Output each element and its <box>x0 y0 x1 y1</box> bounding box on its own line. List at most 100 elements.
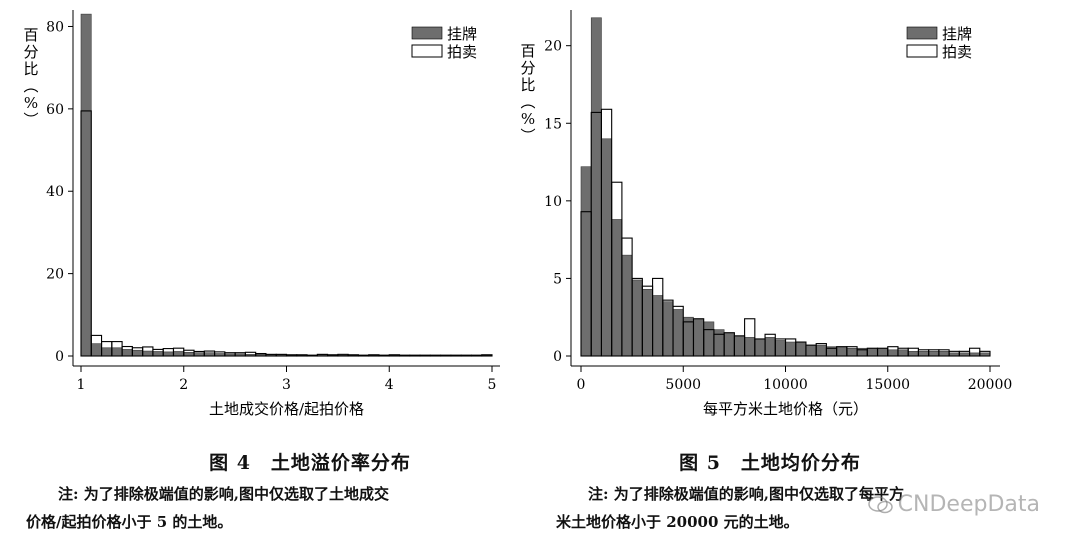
bar-guapai <box>713 329 725 357</box>
bar-guapai <box>611 219 623 357</box>
legend-swatch-guapai <box>411 26 443 40</box>
bar-paimai <box>979 350 991 357</box>
legend-label-paimai: 拍卖 <box>942 43 972 61</box>
x-tick-label: 15000 <box>865 377 910 393</box>
bar-guapai <box>580 166 592 357</box>
bar-guapai <box>590 17 602 357</box>
x-axis-label: 每平方米土地价格（元） <box>703 400 868 418</box>
bar-guapai <box>693 318 704 357</box>
legend-swatch-paimai <box>906 44 938 58</box>
bar-guapai <box>928 351 940 357</box>
bar-paimai <box>409 354 421 357</box>
bar-guapai <box>836 346 848 357</box>
bar-guapai <box>90 343 102 357</box>
bar-guapai <box>866 347 878 357</box>
x-tick-label: 1 <box>77 377 86 393</box>
bar-guapai <box>121 349 133 357</box>
x-tick-label: 5 <box>488 377 497 393</box>
x-tick-label: 20000 <box>968 377 1013 393</box>
bar-paimai <box>744 318 756 357</box>
chart-land-unit-price-distribution: 0 5 10 15 20 0 5000 10000 15000 20000 每平方米土地价格（元） 百… <box>520 10 1012 418</box>
bar-guapai <box>846 347 858 357</box>
bar-guapai <box>764 337 776 357</box>
y-tick-label: 10 <box>544 194 562 210</box>
bar-guapai <box>173 351 185 357</box>
figure-4-note: 注: 为了排除极端值的影响,图中仅选取了土地成交 价格/起拍价格小于 5 的土地… <box>26 480 536 536</box>
watermark: CNDeepData <box>867 492 1040 517</box>
bar-guapai <box>887 349 899 357</box>
bar-guapai <box>132 349 143 357</box>
legend-label-guapai: 挂牌 <box>447 25 477 43</box>
bar-guapai <box>795 341 807 357</box>
bar-guapai <box>621 254 633 357</box>
y-tick-label: 80 <box>46 19 64 35</box>
bar-guapai <box>101 347 113 357</box>
bar-guapai <box>601 138 612 357</box>
watermark-text: CNDeepData <box>897 492 1040 517</box>
bar-paimai <box>80 110 92 357</box>
bar-guapai <box>183 351 195 357</box>
y-tick-label: 5 <box>553 271 562 287</box>
bar-paimai <box>450 354 462 357</box>
x-axis-label: 土地成交价格/起拍价格 <box>209 400 364 418</box>
x-tick-label: 2 <box>179 377 188 393</box>
wechat-icon <box>867 495 893 513</box>
y-tick-label: 60 <box>46 102 64 118</box>
y-axis-label: 百分比︵% ︶ <box>23 26 38 129</box>
y-tick-label: 15 <box>544 116 562 132</box>
bar-paimai <box>481 354 493 357</box>
bar-guapai <box>80 13 92 357</box>
figure-5-note-line1: 注: 为了排除极端值的影响,图中仅选取了每平方 <box>588 485 904 503</box>
y-axis-label: 百分比︵% ︶ <box>520 42 535 145</box>
figure-5-caption: 图 5 土地均价分布 <box>679 452 861 474</box>
bar-guapai <box>652 295 664 357</box>
figure-5-note-line2: 米土地价格小于 20000 元的土地。 <box>556 513 799 531</box>
bar-guapai <box>744 337 756 357</box>
bar-paimai <box>398 354 411 357</box>
bar-guapai <box>774 340 786 357</box>
bar-guapai <box>142 350 154 357</box>
bar-guapai <box>734 335 745 357</box>
x-tick-label: 5000 <box>665 377 701 393</box>
x-tick-label: 10000 <box>763 377 808 393</box>
bar-guapai <box>754 338 766 357</box>
bar-guapai <box>162 351 174 357</box>
figure-4-note-line1: 注: 为了排除极端值的影响,图中仅选取了土地成交 <box>58 485 389 503</box>
bar-guapai <box>805 344 817 357</box>
x-tick-label: 0 <box>577 377 586 393</box>
bar-paimai <box>419 354 431 357</box>
bar-paimai <box>460 354 472 357</box>
legend-swatch-paimai <box>411 44 443 58</box>
bar-guapai <box>152 351 164 357</box>
bar-guapai <box>642 288 653 357</box>
bar-paimai <box>378 354 390 357</box>
legend-label-paimai: 拍卖 <box>447 43 477 61</box>
figure-4-caption: 图 4 土地溢价率分布 <box>209 452 411 474</box>
figure-5-note: 注: 为了排除极端值的影响,图中仅选取了每平方 米土地价格小于 20000 元的… <box>556 480 1066 536</box>
figure-4-note-line2: 价格/起拍价格小于 5 的土地。 <box>26 513 233 531</box>
bar-guapai <box>815 344 827 357</box>
bar-guapai <box>907 351 919 357</box>
bar-guapai <box>723 332 735 357</box>
x-tick-label: 3 <box>282 377 291 393</box>
bar-guapai <box>672 309 684 357</box>
x-tick-label: 4 <box>385 377 394 393</box>
y-tick-label: 20 <box>46 267 64 283</box>
y-tick-label: 0 <box>55 349 64 365</box>
y-tick-label: 40 <box>46 184 64 200</box>
bar-guapai <box>703 321 715 357</box>
bar-guapai <box>631 279 643 357</box>
bar-guapai <box>785 341 797 357</box>
bar-guapai <box>938 351 950 357</box>
bar-guapai <box>662 301 674 357</box>
y-tick-label: 0 <box>553 349 562 365</box>
y-tick-label: 20 <box>544 39 562 55</box>
legend-swatch-guapai <box>906 26 938 40</box>
bar-paimai <box>440 354 452 357</box>
bar-paimai <box>429 354 442 357</box>
bar-guapai <box>682 316 694 357</box>
bar-guapai <box>918 351 929 357</box>
bar-guapai <box>877 347 889 357</box>
